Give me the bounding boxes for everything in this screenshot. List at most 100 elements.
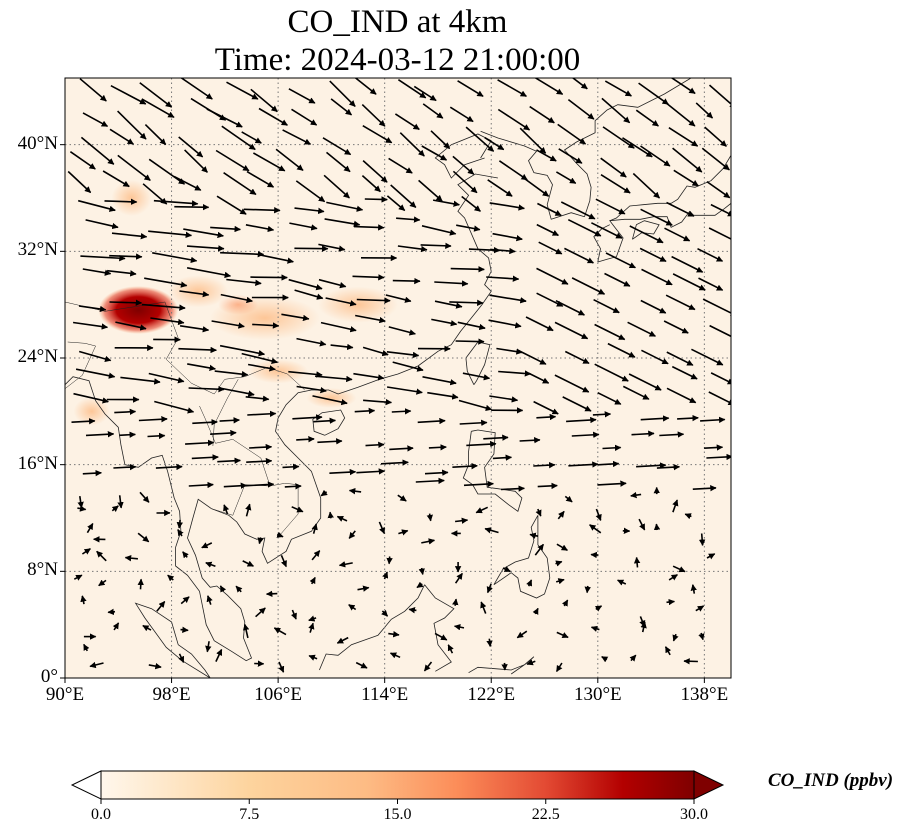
wind-arrow	[336, 515, 348, 522]
wind-vectors	[67, 78, 731, 673]
wind-arrow	[138, 416, 168, 423]
wind-arrow	[119, 431, 136, 438]
wind-arrow	[416, 581, 424, 589]
lat-tick-label: 16°N	[17, 452, 58, 474]
border	[65, 301, 165, 312]
wind-arrow	[454, 572, 463, 584]
wind-arrow	[640, 208, 673, 226]
wind-arrow	[706, 180, 731, 199]
wind-arrow	[249, 443, 273, 451]
wind-arrow	[537, 202, 562, 217]
wind-arrow	[593, 298, 620, 314]
map-title: CO_IND at 4km	[287, 4, 508, 40]
wind-arrow	[219, 417, 240, 424]
colorbar-label: CO_IND (ppbv)	[768, 770, 894, 791]
wind-arrow	[701, 147, 730, 171]
wind-arrow	[325, 297, 357, 307]
wind-arrow	[466, 440, 497, 448]
wind-arrow	[564, 247, 594, 264]
wind-arrow	[211, 320, 245, 329]
wind-arrow	[561, 599, 569, 607]
wind-arrow	[206, 595, 213, 605]
wind-arrow	[324, 218, 361, 227]
wind-arrow	[295, 180, 326, 203]
wind-arrow	[188, 385, 225, 393]
wind-arrow	[671, 255, 704, 273]
wind-arrow	[622, 385, 650, 400]
wind-arrow	[487, 179, 513, 197]
wind-arrow	[498, 160, 528, 181]
wind-arrow	[327, 511, 334, 519]
wind-arrow	[257, 537, 264, 545]
wind-arrow	[386, 386, 423, 395]
wind-arrow	[275, 148, 304, 172]
wind-arrow	[421, 145, 448, 161]
wind-arrow	[497, 79, 527, 97]
wind-arrow	[408, 607, 417, 614]
wind-arrow	[640, 145, 671, 167]
wind-arrow	[210, 429, 237, 437]
wind-arrow	[597, 480, 627, 487]
wind-arrow	[622, 137, 653, 158]
lon-tick-label: 90°E	[45, 684, 85, 705]
wind-arrow	[450, 266, 485, 273]
wind-arrow	[313, 417, 337, 424]
wind-arrow	[73, 392, 109, 404]
wind-arrow	[223, 172, 257, 196]
wind-arrow	[455, 338, 485, 345]
wind-arrow	[247, 410, 277, 417]
wind-arrow	[296, 385, 327, 394]
wind-arrow	[308, 615, 317, 622]
lon-tick-label: 122°E	[467, 684, 516, 705]
wind-arrow	[361, 104, 386, 127]
wind-arrow	[148, 662, 162, 670]
wind-arrow	[186, 267, 232, 279]
wind-arrow	[423, 661, 433, 672]
wind-arrow	[201, 542, 213, 549]
lon-tick-label: 138°E	[680, 684, 729, 705]
wind-arrow	[629, 225, 664, 244]
wind-arrow	[399, 132, 425, 157]
wind-arrow	[288, 370, 323, 378]
wind-arrow	[666, 201, 695, 217]
wind-arrow	[80, 136, 115, 165]
wind-arrow	[258, 253, 294, 264]
wind-arrow	[555, 578, 565, 585]
wind-arrow	[518, 349, 547, 365]
wind-arrow	[704, 444, 724, 451]
wind-arrow	[421, 225, 457, 236]
wind-arrow	[85, 431, 115, 438]
wind-arrow	[243, 207, 281, 214]
wind-arrow	[532, 607, 539, 615]
wind-arrow	[695, 605, 705, 612]
wind-arrow	[631, 430, 655, 437]
wind-arrow	[492, 232, 523, 242]
wind-arrow	[288, 88, 316, 104]
wind-arrow	[706, 553, 716, 560]
wind-arrow	[456, 224, 481, 232]
wind-arrow	[601, 97, 631, 124]
colorbar-tick-label: 22.5	[531, 806, 560, 823]
wind-arrow	[424, 469, 449, 476]
wind-arrow	[636, 462, 667, 469]
wind-arrow	[82, 469, 102, 477]
wind-arrow	[664, 227, 691, 242]
wind-arrow	[144, 124, 167, 146]
wind-arrow	[641, 268, 673, 286]
coastline	[462, 429, 523, 512]
coastline	[65, 173, 498, 662]
wind-arrow	[252, 322, 280, 329]
wind-arrow	[147, 432, 166, 440]
wind-arrow	[564, 495, 573, 503]
wind-arrow	[353, 372, 385, 381]
wind-arrow	[352, 274, 385, 281]
wind-arrow	[434, 280, 469, 287]
lat-tick-label: 8°N	[27, 559, 58, 581]
wind-arrow	[148, 372, 185, 384]
wind-arrow	[217, 457, 241, 464]
lon-tick-label: 106°E	[254, 684, 302, 705]
wind-arrow	[353, 224, 385, 231]
wind-arrow	[215, 149, 250, 172]
lat-tick-label: 24°N	[17, 346, 58, 367]
